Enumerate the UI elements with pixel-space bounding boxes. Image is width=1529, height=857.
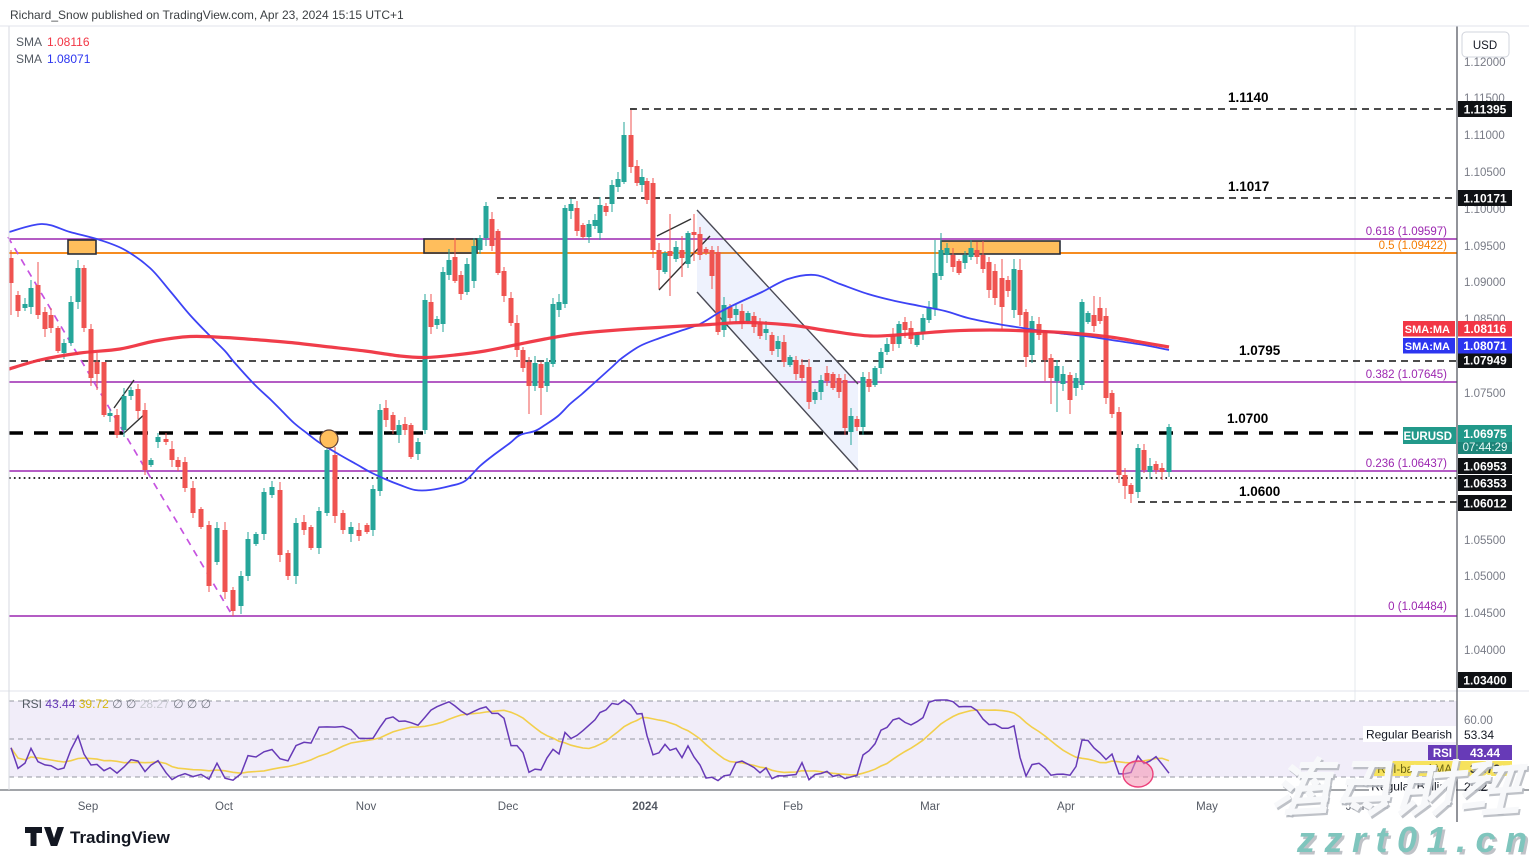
- svg-text:SMA: SMA: [16, 52, 42, 66]
- svg-text:1.0600: 1.0600: [1239, 484, 1280, 499]
- svg-text:May: May: [1196, 801, 1218, 813]
- svg-text:1.11000: 1.11000: [1464, 130, 1505, 142]
- svg-text:1.06975: 1.06975: [1463, 427, 1507, 441]
- svg-text:0.382 (1.07645): 0.382 (1.07645): [1366, 369, 1447, 381]
- svg-text:1.09000: 1.09000: [1464, 277, 1506, 289]
- svg-text:60.00: 60.00: [1464, 715, 1493, 727]
- svg-text:1.07500: 1.07500: [1464, 388, 1506, 400]
- svg-text:TradingView: TradingView: [70, 828, 171, 847]
- svg-text:43.44: 43.44: [1470, 746, 1500, 760]
- svg-text:1.0795: 1.0795: [1239, 343, 1281, 358]
- svg-text:1.03400: 1.03400: [1463, 674, 1507, 688]
- svg-text:Apr: Apr: [1057, 801, 1075, 813]
- svg-text:EURUSD: EURUSD: [1403, 431, 1452, 443]
- svg-text:Richard_Snow published on Trad: Richard_Snow published on TradingView.co…: [10, 8, 404, 22]
- svg-text:1.06012: 1.06012: [1463, 497, 1507, 511]
- svg-text:SMA:MA: SMA:MA: [1405, 341, 1450, 353]
- svg-text:Nov: Nov: [356, 801, 377, 813]
- svg-text:1.05000: 1.05000: [1464, 571, 1506, 583]
- svg-text:1.11395: 1.11395: [1464, 103, 1507, 117]
- svg-text:53.34: 53.34: [1464, 728, 1494, 742]
- svg-text:1.1017: 1.1017: [1228, 179, 1269, 194]
- svg-text:zzrt01.cn: zzrt01.cn: [1296, 819, 1529, 857]
- svg-text:1.08071: 1.08071: [1463, 339, 1507, 353]
- svg-text:zzrt01.cn: zzrt01.cn: [1299, 822, 1529, 857]
- svg-text:Dec: Dec: [498, 801, 519, 813]
- svg-text:07:44:29: 07:44:29: [1463, 442, 1508, 454]
- svg-text:Feb: Feb: [783, 801, 803, 813]
- svg-text:1.08116: 1.08116: [47, 35, 90, 49]
- svg-text:1.12000: 1.12000: [1464, 57, 1506, 69]
- svg-text:RSI 43.44 39.72 ∅ ∅ 28.27 ∅ ∅: RSI 43.44 39.72 ∅ ∅ 28.27 ∅ ∅ ∅: [22, 697, 211, 711]
- svg-text:1.07949: 1.07949: [1463, 354, 1507, 368]
- svg-text:0.236 (1.06437): 0.236 (1.06437): [1366, 458, 1447, 470]
- svg-text:USD: USD: [1473, 40, 1497, 52]
- svg-text:Regular Bearish: Regular Bearish: [1366, 728, 1452, 742]
- svg-text:1.10000: 1.10000: [1464, 204, 1506, 216]
- svg-text:1.04500: 1.04500: [1464, 608, 1506, 620]
- svg-text:0.618 (1.09597): 0.618 (1.09597): [1366, 226, 1447, 238]
- svg-text:SMA: SMA: [16, 35, 42, 49]
- svg-text:1.08071: 1.08071: [47, 52, 91, 66]
- svg-text:Oct: Oct: [215, 801, 234, 813]
- svg-text:1.09500: 1.09500: [1464, 241, 1506, 253]
- svg-text:1.05500: 1.05500: [1464, 535, 1506, 547]
- svg-text:SMA:MA: SMA:MA: [1405, 324, 1450, 336]
- svg-text:0 (1.04484): 0 (1.04484): [1388, 601, 1447, 613]
- svg-text:2024: 2024: [632, 801, 658, 813]
- svg-text:RSI: RSI: [1433, 748, 1452, 760]
- svg-text:1.10171: 1.10171: [1463, 192, 1507, 206]
- svg-text:Mar: Mar: [920, 801, 940, 813]
- svg-text:1.04000: 1.04000: [1464, 645, 1506, 657]
- svg-text:1.06953: 1.06953: [1463, 460, 1507, 474]
- svg-text:1.1140: 1.1140: [1228, 90, 1269, 105]
- svg-text:1.08116: 1.08116: [1464, 322, 1507, 336]
- svg-text:Sep: Sep: [78, 801, 98, 813]
- svg-text:1.0700: 1.0700: [1227, 411, 1268, 426]
- svg-text:0.5 (1.09422): 0.5 (1.09422): [1379, 240, 1448, 252]
- svg-text:1.06353: 1.06353: [1463, 477, 1507, 491]
- svg-text:1.10500: 1.10500: [1464, 167, 1506, 179]
